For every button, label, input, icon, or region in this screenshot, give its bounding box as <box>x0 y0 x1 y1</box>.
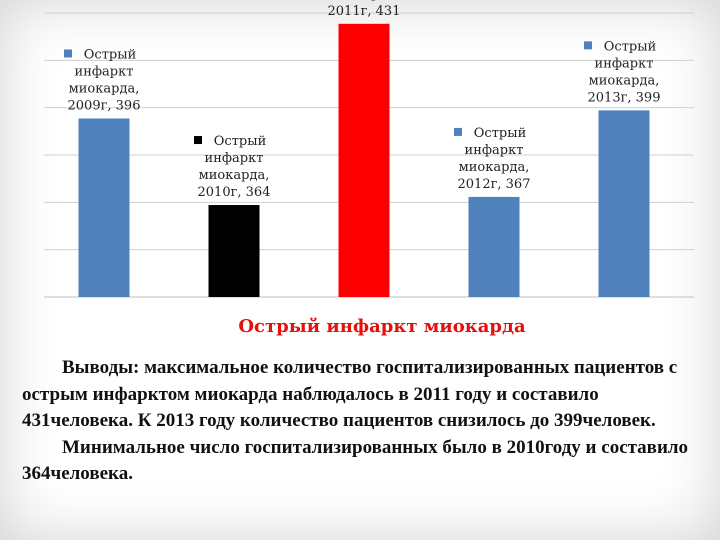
conclusion-paragraph-2: Минимальное число госпитализированных бы… <box>22 436 689 485</box>
bar-4 <box>598 110 650 297</box>
data-label-3: Острый инфаркт миокарда, 2012г, 367 <box>454 126 530 192</box>
data-label-key-0 <box>64 49 72 58</box>
data-label-key-1 <box>194 136 202 145</box>
chart-data-labels: Острый инфаркт миокарда, 2009г, 396 Острый ин… <box>64 0 660 200</box>
bar-0 <box>78 118 130 297</box>
data-label-1: Острый инфаркт миокарда, 2010г, 364 <box>194 134 270 200</box>
data-label-text-3: Острый инфаркт миокарда, 2012г, 367 <box>458 126 531 192</box>
conclusions-text: Выводы: максимальное количество госпитал… <box>22 355 712 488</box>
x-axis-title: Острый инфаркт миокарда <box>238 316 526 337</box>
bar-1 <box>208 205 260 297</box>
data-label-0: Острый инфаркт миокарда, 2009г, 396 <box>64 47 140 113</box>
bar-2 <box>338 23 390 297</box>
data-label-text-0: Острый инфаркт миокарда, 2009г, 396 <box>68 47 141 113</box>
data-label-text-4: Острый инфаркт миокарда, 2013г, 399 <box>588 39 661 105</box>
chart-bars <box>78 23 650 297</box>
data-label-text-1: Острый инфаркт миокарда, 2010г, 364 <box>198 134 271 200</box>
data-label-key-4 <box>584 41 592 50</box>
data-label-4: Острый инфаркт миокарда, 2013г, 399 <box>584 39 660 105</box>
bar-3 <box>468 196 520 297</box>
data-label-key-3 <box>454 127 462 136</box>
bar-chart: Острый инфаркт миокарда, 2009г, 396 Острый ин… <box>44 0 694 298</box>
conclusion-paragraph-1: Выводы: максимальное количество госпитал… <box>22 357 678 431</box>
